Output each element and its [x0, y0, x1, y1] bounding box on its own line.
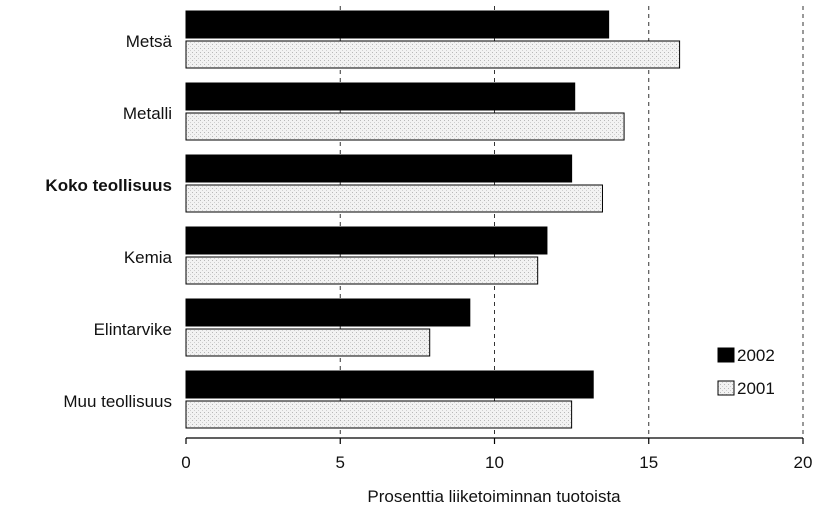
legend-label-2002: 2002 [737, 346, 775, 365]
legend-swatch-2002 [717, 347, 735, 363]
x-tick-label-20: 20 [794, 453, 813, 472]
x-axis-title: Prosenttia liiketoiminnan tuotoista [367, 487, 621, 506]
x-axis: 0 5 10 15 20 [181, 437, 813, 472]
x-tick-label-15: 15 [639, 453, 658, 472]
bar-2001-4 [185, 328, 431, 357]
bars [185, 10, 681, 429]
bar-2002-3 [185, 226, 548, 255]
legend: 2002 2001 [717, 346, 775, 398]
category-label-0: Metsä [126, 32, 173, 51]
x-tick-label-10: 10 [485, 453, 504, 472]
bar-2001-2 [185, 184, 603, 213]
bar-2001-5 [185, 400, 573, 429]
gridlines [339, 6, 804, 438]
bar-2001-1 [185, 112, 625, 141]
bar-2002-4 [185, 298, 471, 327]
x-tick-label-0: 0 [181, 453, 190, 472]
category-label-5: Muu teollisuus [63, 392, 172, 411]
category-label-3: Kemia [124, 248, 173, 267]
legend-label-2001: 2001 [737, 379, 775, 398]
category-label-1: Metalli [123, 104, 172, 123]
category-labels: Metsä Metalli Koko teollisuus Kemia Elintarv… [45, 32, 172, 411]
bar-2002-1 [185, 82, 576, 111]
category-label-2: Koko teollisuus [45, 176, 172, 195]
bar-2001-3 [185, 256, 539, 285]
bar-2002-2 [185, 154, 573, 183]
category-label-4: Elintarvike [94, 320, 172, 339]
legend-swatch-2001 [717, 380, 735, 396]
bar-2002-5 [185, 370, 594, 399]
bar-2001-0 [185, 40, 681, 69]
bar-2002-0 [185, 10, 610, 39]
x-tick-label-5: 5 [336, 453, 345, 472]
